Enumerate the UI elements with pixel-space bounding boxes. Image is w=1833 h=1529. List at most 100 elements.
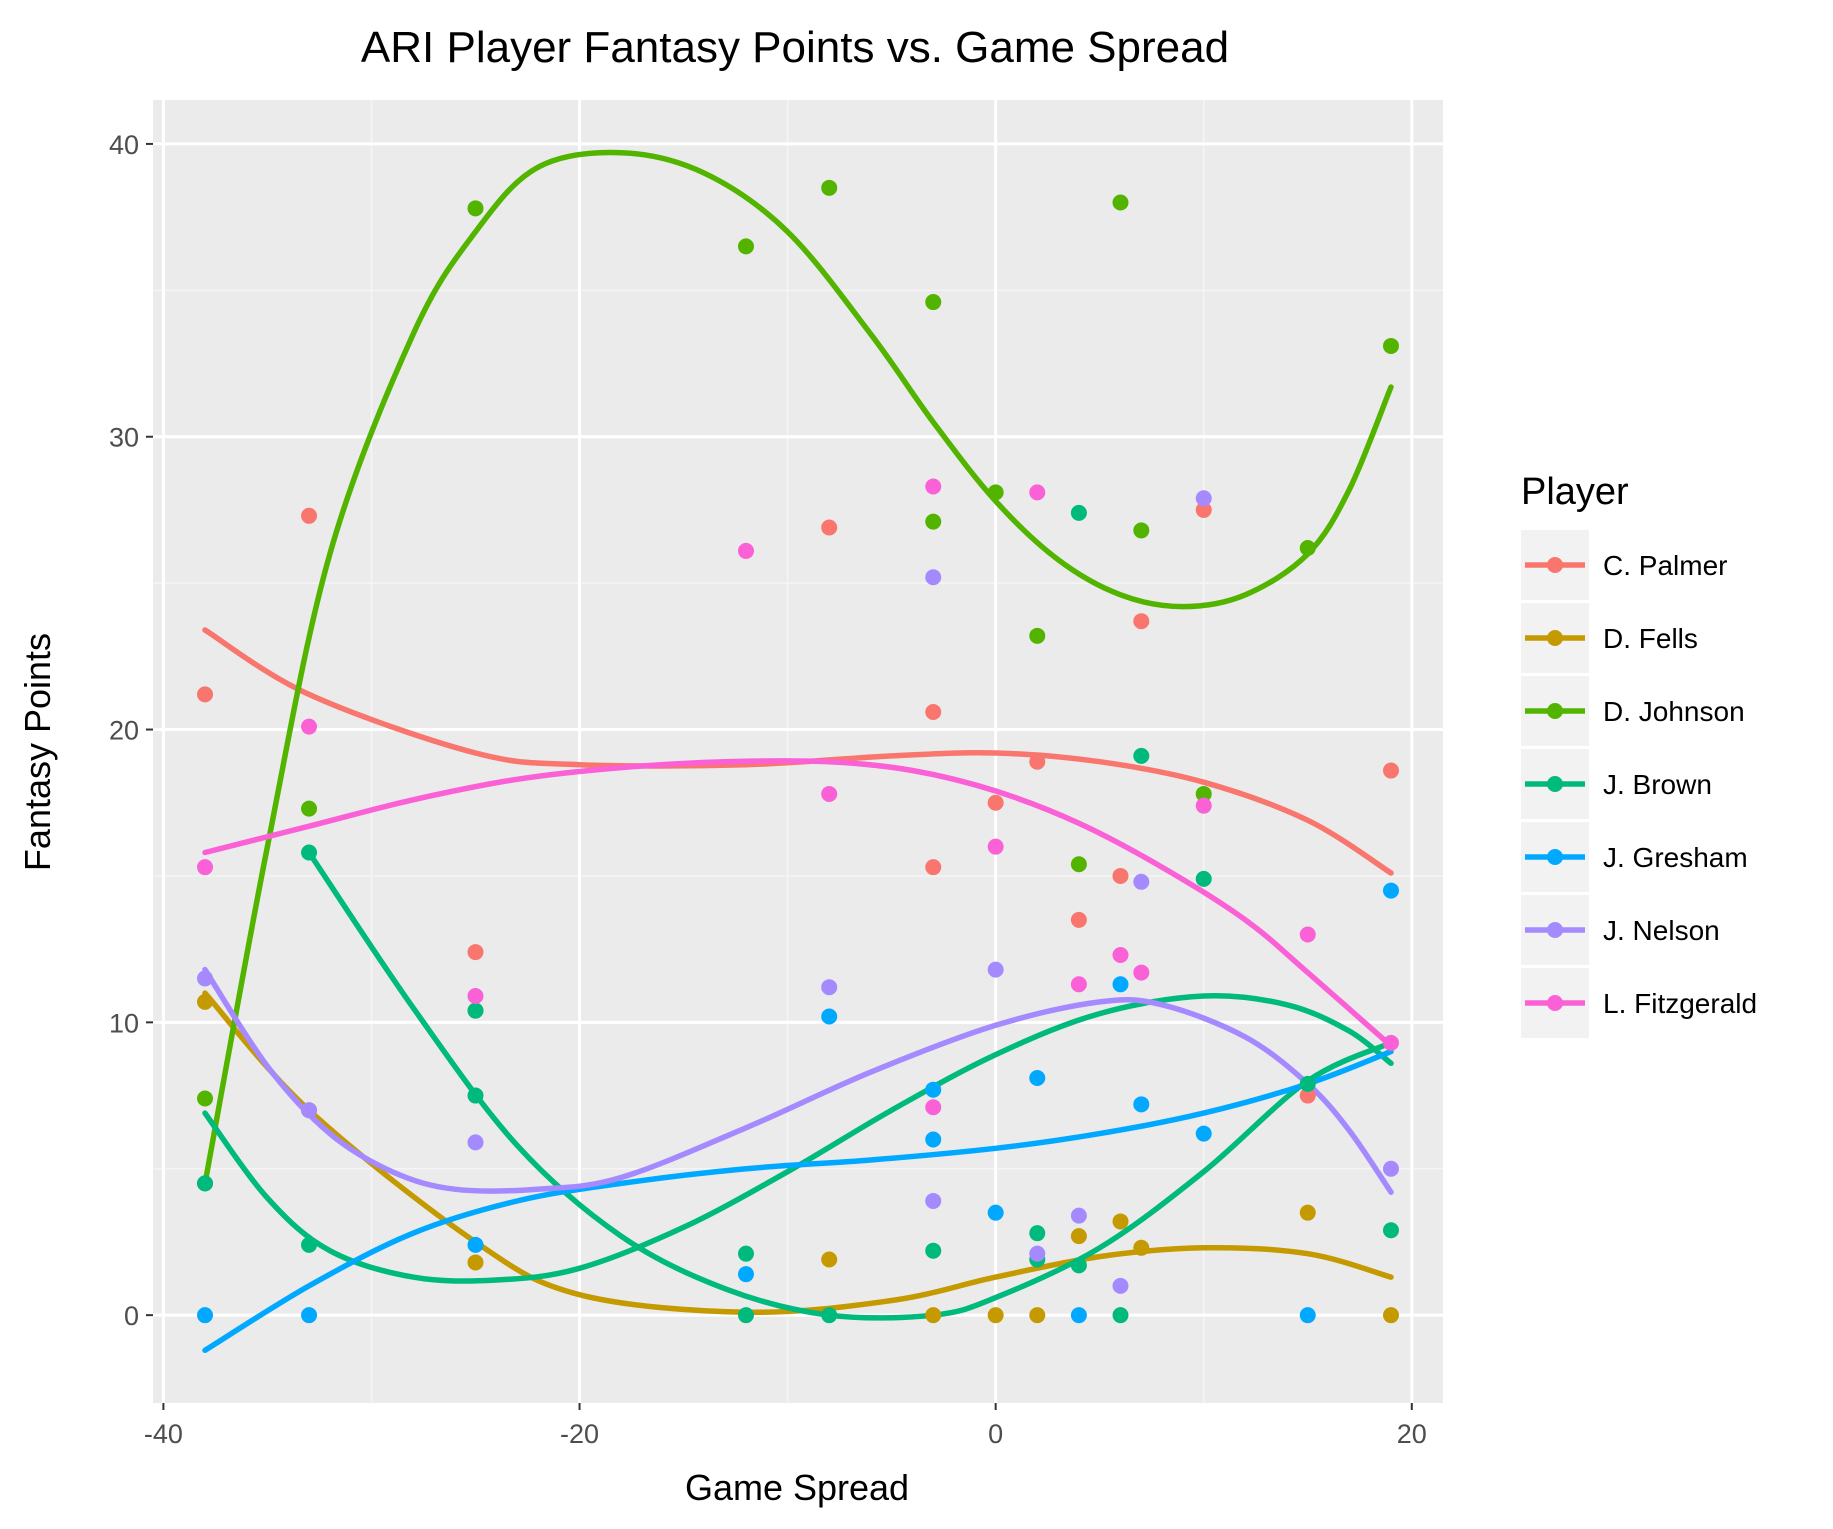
data-point	[925, 513, 942, 530]
data-point	[467, 987, 484, 1004]
data-point	[1299, 1075, 1316, 1092]
data-point	[737, 238, 754, 255]
plot-panel	[153, 100, 1443, 1403]
legend-label: D. Fells	[1603, 623, 1698, 654]
y-axis-title: Fantasy Points	[17, 633, 58, 871]
legend-label: J. Gresham	[1603, 842, 1748, 873]
data-point	[1133, 873, 1150, 890]
data-point	[925, 294, 942, 311]
smooth-line	[202, 966, 1394, 1195]
legend: Player C. Palmer D. Fells D. Johnson J. Bro…	[1521, 471, 1757, 1038]
data-point	[197, 686, 214, 703]
data-point	[1382, 882, 1399, 899]
data-points	[197, 179, 1399, 1324]
data-point	[1382, 1160, 1399, 1177]
y-tick-label: 30	[109, 423, 139, 453]
major-gridlines	[153, 100, 1443, 1403]
data-point	[1299, 539, 1316, 556]
data-point	[467, 1236, 484, 1253]
data-point	[1133, 1239, 1150, 1256]
data-point	[821, 785, 838, 802]
data-point	[737, 1245, 754, 1262]
data-point	[987, 1204, 1004, 1221]
data-point	[1133, 613, 1150, 630]
x-tick-label: -40	[144, 1419, 183, 1449]
data-point	[301, 507, 318, 524]
data-point	[737, 1307, 754, 1324]
y-tick-label: 40	[109, 130, 139, 160]
legend-item: J. Nelson	[1521, 895, 1720, 965]
legend-label: D. Johnson	[1603, 696, 1745, 727]
data-point	[987, 961, 1004, 978]
data-point	[1299, 1204, 1316, 1221]
data-point	[821, 1008, 838, 1025]
data-point	[1029, 627, 1046, 644]
data-point	[301, 1236, 318, 1253]
y-tick-label: 10	[109, 1008, 139, 1038]
legend-item: J. Brown	[1521, 749, 1712, 819]
data-point	[1112, 867, 1129, 884]
y-tick-label: 0	[124, 1301, 139, 1331]
x-tick-label: 0	[988, 1419, 1003, 1449]
data-point	[925, 1242, 942, 1259]
legend-item: J. Gresham	[1521, 822, 1748, 892]
data-point	[925, 478, 942, 495]
data-point	[1029, 484, 1046, 501]
legend-item: L. Fitzgerald	[1521, 968, 1757, 1038]
data-point	[1299, 1087, 1316, 1104]
data-point	[737, 1266, 754, 1283]
data-point	[1382, 1222, 1399, 1239]
data-point	[925, 1131, 942, 1148]
data-point	[1195, 785, 1212, 802]
y-axis: 0 10 20 30 40	[109, 130, 153, 1331]
legend-key-point	[1547, 995, 1563, 1011]
smooth-line	[202, 149, 1394, 1187]
data-point	[1195, 870, 1212, 887]
data-point	[987, 838, 1004, 855]
data-point	[1112, 947, 1129, 964]
legend-label: L. Fitzgerald	[1603, 988, 1757, 1019]
data-point	[1112, 1307, 1129, 1324]
y-tick-label: 20	[109, 716, 139, 746]
data-point	[1029, 1069, 1046, 1086]
smooth-line	[202, 1048, 1394, 1354]
data-point	[821, 1251, 838, 1268]
data-point	[1029, 1225, 1046, 1242]
data-point	[925, 703, 942, 720]
data-point	[925, 1192, 942, 1209]
data-point	[987, 794, 1004, 811]
legend-item: D. Johnson	[1521, 676, 1745, 746]
data-point	[197, 970, 214, 987]
data-point	[821, 519, 838, 536]
data-point	[1070, 1207, 1087, 1224]
x-tick-label: -20	[560, 1419, 599, 1449]
data-point	[1112, 1277, 1129, 1294]
x-tick-label: 20	[1397, 1419, 1427, 1449]
data-point	[197, 1090, 214, 1107]
legend-label: J. Brown	[1603, 769, 1712, 800]
data-point	[1070, 976, 1087, 993]
data-point	[1029, 1307, 1046, 1324]
data-point	[1133, 522, 1150, 539]
legend-key-point	[1547, 703, 1563, 719]
data-point	[1070, 911, 1087, 928]
legend-key-point	[1547, 630, 1563, 646]
data-point	[821, 979, 838, 996]
data-point	[301, 800, 318, 817]
legend-key-point	[1547, 557, 1563, 573]
data-point	[925, 1307, 942, 1324]
smooth-line	[202, 627, 1394, 876]
data-point	[301, 1307, 318, 1324]
legend-key-point	[1547, 922, 1563, 938]
data-point	[1382, 1034, 1399, 1051]
legend-label: C. Palmer	[1603, 550, 1727, 581]
legend-key-point	[1547, 776, 1563, 792]
data-point	[467, 1134, 484, 1151]
data-point	[197, 1175, 214, 1192]
data-point	[1299, 926, 1316, 943]
data-point	[925, 1099, 942, 1116]
data-point	[1382, 337, 1399, 354]
legend-key-point	[1547, 849, 1563, 865]
data-point	[1070, 856, 1087, 873]
